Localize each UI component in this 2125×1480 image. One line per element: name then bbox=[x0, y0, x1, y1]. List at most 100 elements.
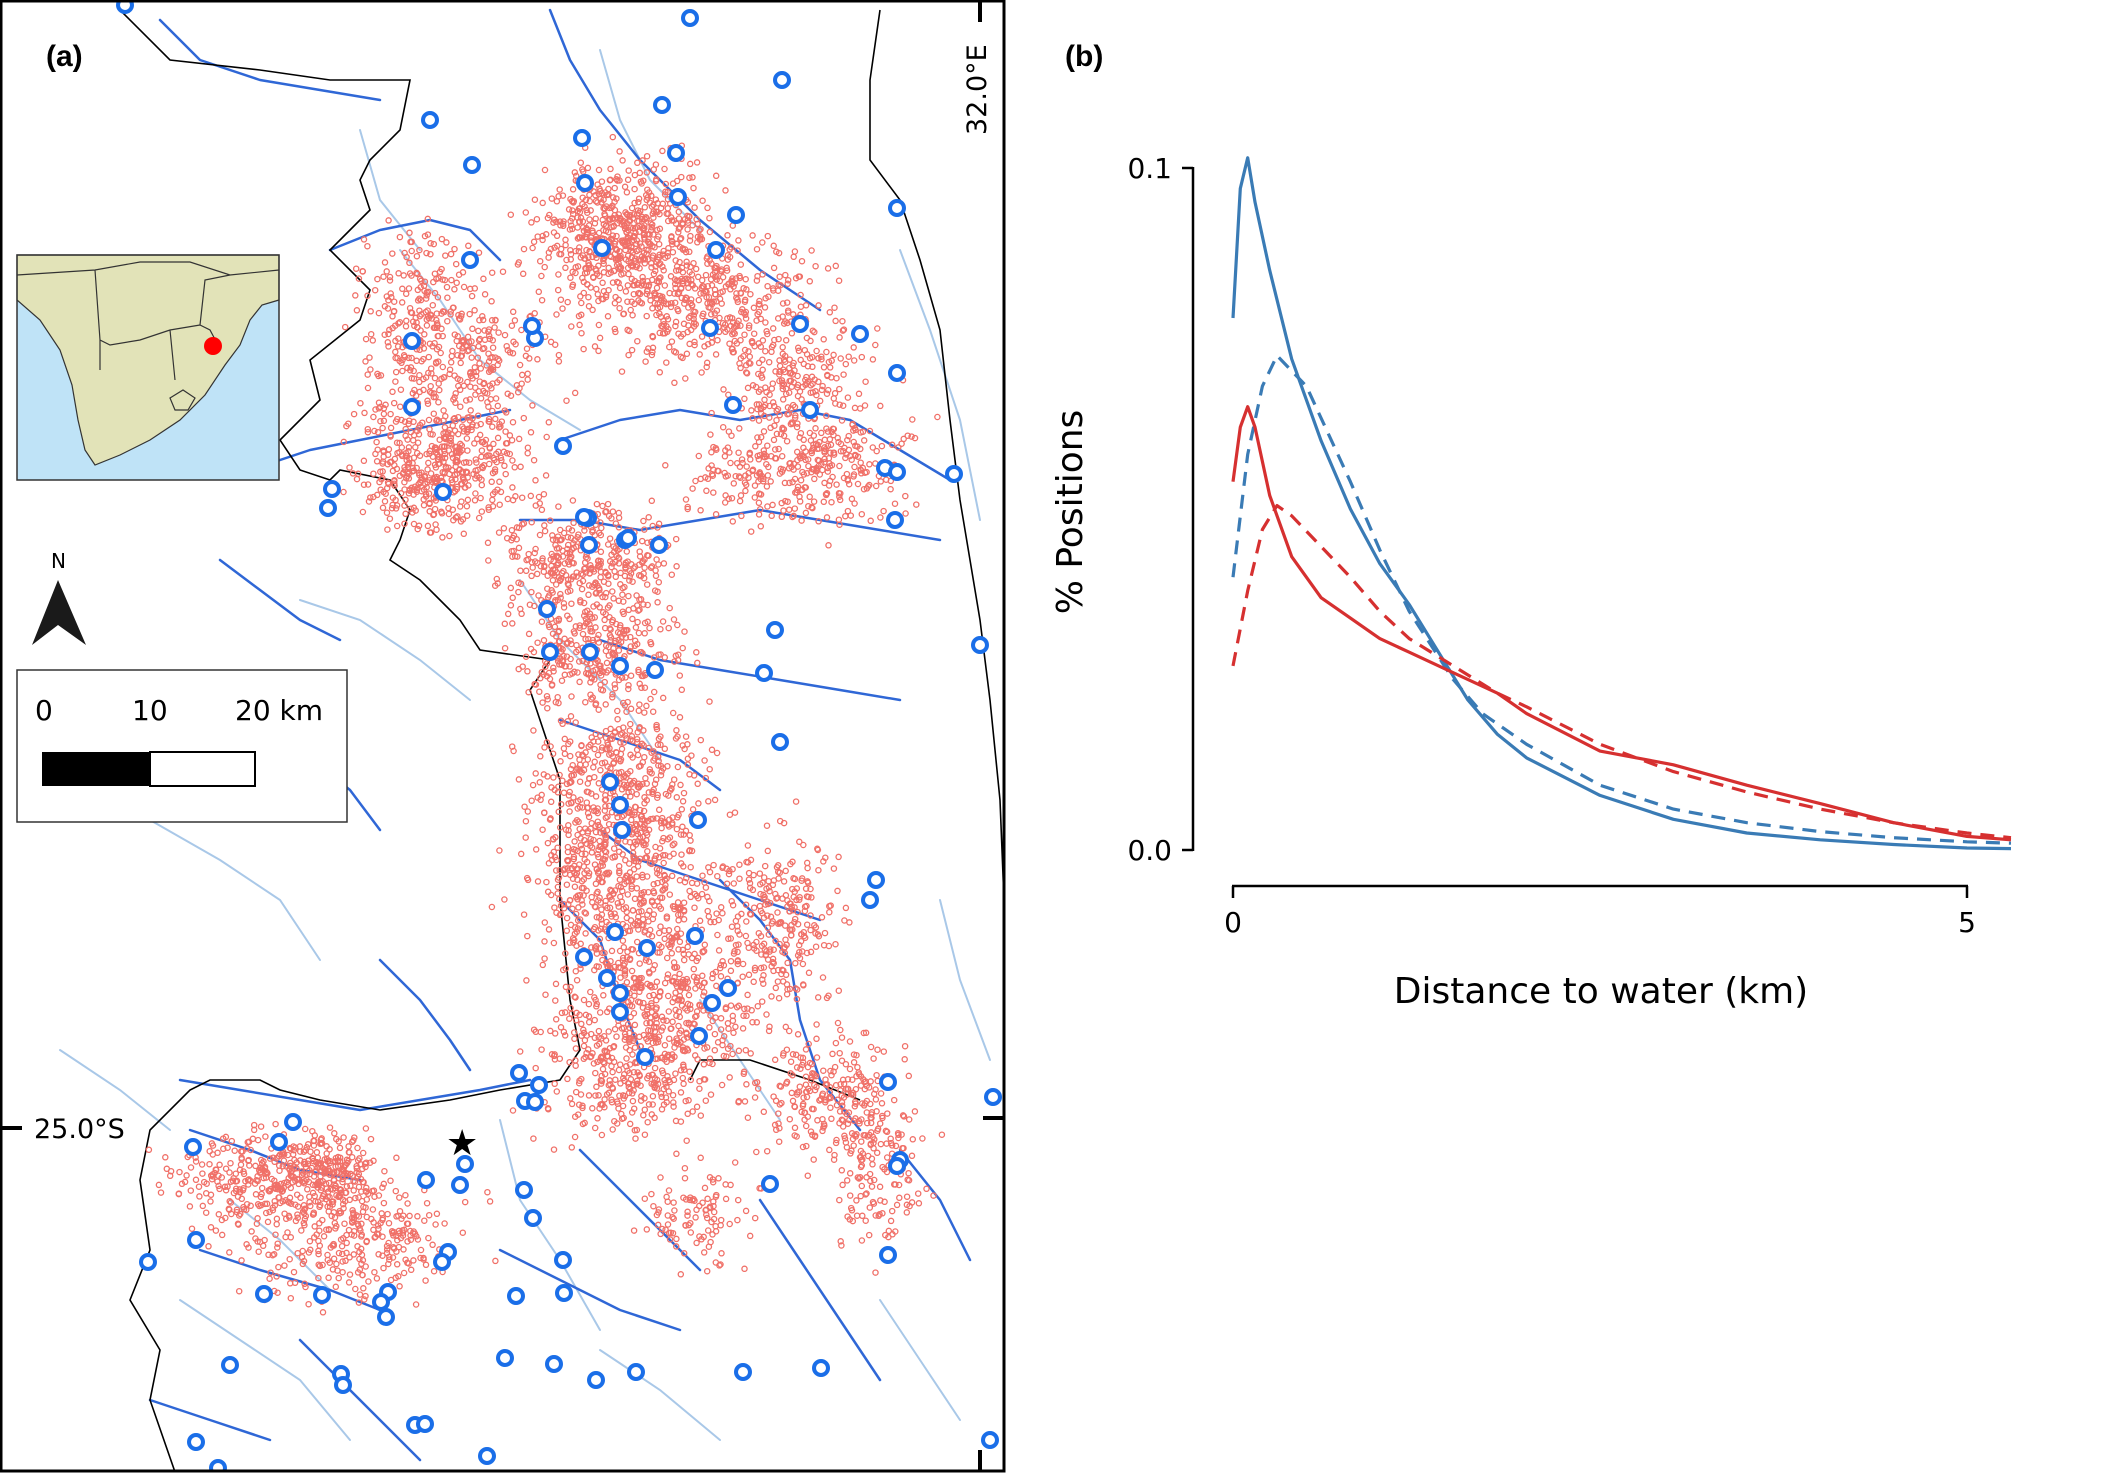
position-dot bbox=[600, 269, 608, 276]
position-dot bbox=[475, 514, 483, 522]
position-dot bbox=[447, 437, 454, 445]
position-dot bbox=[575, 205, 583, 212]
position-dot bbox=[396, 403, 404, 410]
position-dot bbox=[532, 477, 539, 484]
position-dot bbox=[388, 458, 395, 466]
position-dot bbox=[647, 564, 655, 571]
position-dot bbox=[388, 504, 396, 512]
position-dot bbox=[732, 275, 740, 282]
position-dot bbox=[441, 450, 449, 458]
position-dot bbox=[593, 270, 601, 278]
position-dot bbox=[414, 439, 422, 446]
position-dot bbox=[755, 300, 763, 308]
position-dot bbox=[811, 328, 818, 336]
position-dot bbox=[401, 486, 408, 493]
position-dot bbox=[456, 444, 463, 452]
position-dot bbox=[549, 532, 556, 539]
position-dot bbox=[647, 227, 655, 234]
position-dot bbox=[640, 281, 648, 289]
position-dot bbox=[571, 169, 579, 176]
position-dot bbox=[815, 302, 822, 309]
position-dot bbox=[626, 217, 634, 225]
position-dot bbox=[453, 485, 461, 493]
position-dot bbox=[654, 226, 661, 234]
position-dot bbox=[549, 589, 556, 596]
position-dot bbox=[528, 219, 535, 226]
position-dot bbox=[685, 284, 692, 292]
position-dot bbox=[703, 293, 710, 301]
position-dot bbox=[616, 265, 624, 273]
position-dot bbox=[574, 235, 582, 242]
position-dot bbox=[555, 193, 562, 200]
position-dot bbox=[485, 504, 492, 511]
position-dot bbox=[759, 337, 767, 344]
position-dot bbox=[426, 508, 433, 515]
position-dot bbox=[535, 288, 543, 296]
position-dot bbox=[733, 290, 740, 297]
position-dot bbox=[672, 318, 680, 326]
position-dot bbox=[696, 351, 703, 358]
position-dot bbox=[698, 333, 706, 340]
position-dot bbox=[427, 470, 435, 477]
position-dot bbox=[598, 178, 606, 185]
position-dot bbox=[383, 509, 391, 516]
position-dot bbox=[567, 274, 574, 281]
position-dot bbox=[670, 348, 678, 355]
position-dot bbox=[402, 510, 409, 518]
position-dot bbox=[605, 228, 612, 236]
position-dot bbox=[806, 278, 814, 285]
position-dot bbox=[497, 454, 505, 462]
position-dot bbox=[783, 299, 791, 306]
position-dot bbox=[665, 244, 672, 252]
position-dot bbox=[453, 453, 461, 461]
position-dot bbox=[463, 502, 471, 510]
position-dot bbox=[553, 311, 560, 318]
position-dot bbox=[640, 177, 647, 184]
position-dot bbox=[654, 588, 661, 595]
position-dot bbox=[784, 276, 792, 284]
position-dot bbox=[653, 258, 660, 266]
position-dot bbox=[431, 505, 439, 513]
position-dot bbox=[542, 472, 550, 479]
position-dot bbox=[610, 267, 618, 274]
position-dot bbox=[737, 290, 745, 297]
position-dot bbox=[502, 428, 509, 435]
position-dot bbox=[609, 214, 617, 222]
position-dot bbox=[636, 169, 644, 177]
position-dot bbox=[408, 484, 415, 492]
position-dot bbox=[574, 214, 581, 221]
position-dot bbox=[691, 285, 699, 292]
position-dot bbox=[572, 269, 579, 277]
position-dot bbox=[762, 319, 769, 326]
position-dot bbox=[413, 464, 420, 472]
position-dot bbox=[688, 276, 695, 284]
position-dot bbox=[633, 237, 641, 244]
position-dot bbox=[723, 267, 731, 274]
position-dot bbox=[615, 296, 622, 304]
position-dot bbox=[477, 494, 484, 502]
position-dot bbox=[690, 312, 698, 319]
position-dot bbox=[667, 214, 675, 221]
position-dot bbox=[586, 191, 593, 199]
position-dot bbox=[418, 474, 425, 482]
position-dot bbox=[412, 444, 419, 451]
position-dot bbox=[824, 265, 832, 272]
position-dot bbox=[606, 252, 614, 260]
position-dot bbox=[543, 433, 550, 441]
position-dot bbox=[690, 184, 697, 192]
position-dot bbox=[631, 300, 638, 308]
position-dot bbox=[541, 263, 548, 271]
position-dot bbox=[514, 261, 522, 268]
position-dot bbox=[608, 223, 615, 231]
position-dot bbox=[561, 560, 569, 567]
position-dot bbox=[494, 434, 502, 442]
position-dot bbox=[452, 475, 459, 483]
position-dot bbox=[618, 368, 626, 375]
position-dot bbox=[689, 174, 696, 181]
position-dot bbox=[555, 503, 562, 510]
position-dot bbox=[649, 254, 656, 261]
position-dot bbox=[371, 427, 378, 435]
position-dot bbox=[643, 152, 651, 160]
position-dot bbox=[648, 221, 656, 228]
position-dot bbox=[681, 296, 689, 304]
